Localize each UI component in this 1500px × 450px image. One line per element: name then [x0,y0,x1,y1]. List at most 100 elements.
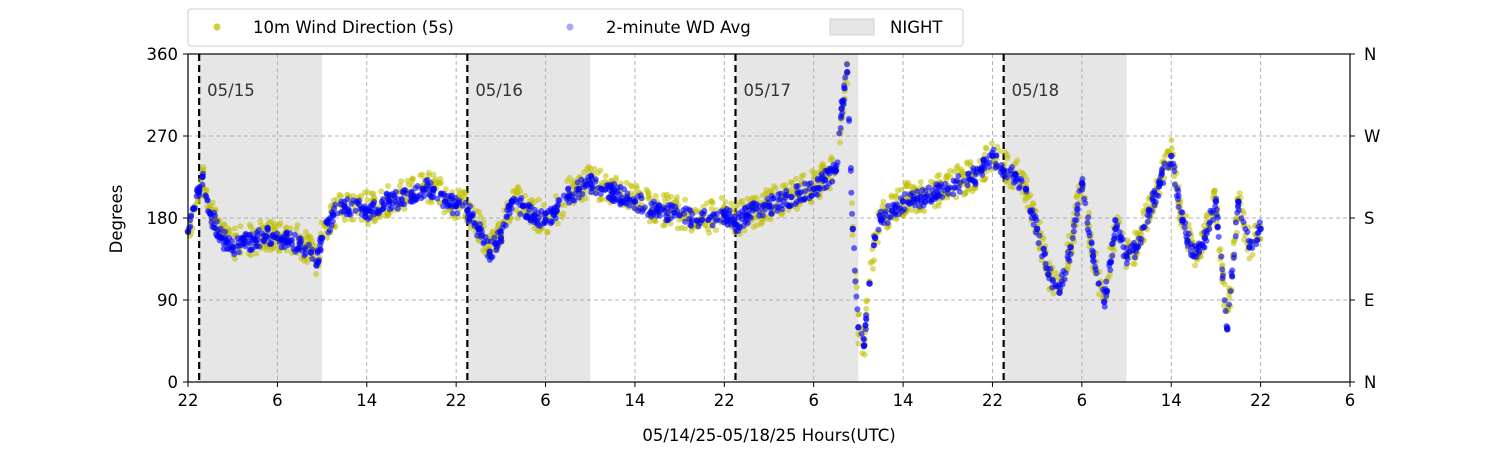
series-1-sample-1120 [279,233,286,240]
series-0-sample-980 [1073,193,1080,200]
series-0-sample-1326 [1023,177,1030,184]
series-1-sample-846 [497,229,504,236]
series-1-sample-1039 [1158,170,1165,177]
series-1-sample-868 [626,202,633,209]
series-1-sample-885 [829,178,836,185]
series-1-sample-1192 [1066,257,1073,264]
series-0-sample-292 [718,194,725,201]
series-1-sample-900 [327,214,334,221]
series-1-sample-766 [816,184,823,191]
x-tick-label-7: 6 [808,391,819,410]
series-1-sample-714 [1231,251,1238,258]
series-1-sample-788 [549,218,556,225]
series-1-point-53 [849,225,856,233]
series-0-sample-1319 [203,186,210,193]
series-1-sample-758 [348,200,355,207]
series-1-sample-850 [910,196,917,203]
series-1-sample-1101 [1214,224,1221,231]
series-1-point-52 [844,69,851,76]
series-1-sample-455 [412,185,419,192]
series-0-sample-814 [704,225,711,232]
series-1-sample-667 [1042,260,1049,267]
series-1-sample-1103 [567,191,574,198]
series-1-sample-1064 [1213,195,1220,202]
series-1-sample-1169 [199,170,206,177]
series-1-sample-1163 [255,227,262,234]
series-0-sample-1019 [661,196,668,203]
series-1-sample-328 [1221,297,1228,304]
series-0-sample-1328 [514,184,521,191]
legend-label-0: 10m Wind Direction (5s) [253,18,454,37]
series-1-sample-1186 [753,201,760,208]
series-1-sample-800 [863,316,870,323]
series-1-sample-1017 [565,185,572,192]
x-tick-label-5: 14 [624,391,645,410]
series-1-sample-1121 [242,231,249,238]
series-0-sample-1318 [1027,192,1034,199]
series-0-sample-856 [489,228,496,235]
series-1-sample-844 [654,206,661,213]
series-1-sample-538 [517,210,524,217]
series-0-sample-1361 [1019,171,1026,178]
series-0-sample-1269 [1142,202,1149,209]
series-1-sample-1063 [479,232,486,239]
series-1-sample-884 [993,152,1000,159]
series-1-sample-894 [1181,224,1188,231]
series-1-sample-688 [1256,219,1263,226]
series-1-sample-265 [1215,233,1222,240]
legend: 10m Wind Direction (5s) 2-minute WD Avg NI… [187,8,964,47]
series-0-sample-1359 [908,207,915,214]
series-1-sample-261 [1074,210,1081,217]
series-1-sample-1153 [970,167,977,174]
series-1-sample-628 [592,178,599,185]
series-0-sample-1103 [200,164,207,171]
series-0-sample-789 [931,203,938,210]
day-marker-label-2: 05/17 [743,81,791,100]
series-1-sample-1197 [919,186,926,193]
series-1-sample-37 [593,190,600,197]
x-tick-label-2: 14 [356,391,377,410]
series-1-sample-363 [695,223,702,230]
series-1-point-81 [1168,152,1175,160]
series-1-sample-991 [264,224,271,231]
series-1-sample-876 [624,193,631,200]
series-0-sample-873 [237,223,244,230]
series-1-sample-1117 [1153,192,1160,199]
series-1-sample-1008 [1234,203,1241,210]
series-1-sample-866 [635,193,642,200]
series-0-sample-78 [554,220,561,227]
series-0-sample-1395 [905,180,912,187]
series-0-sample-827 [477,213,484,220]
series-1-sample-622 [354,200,361,207]
series-0-sample-1195 [738,198,745,205]
series-1-sample-973 [337,201,344,208]
series-1-sample-701 [370,211,377,218]
y2-tick-label-0: N [1364,373,1376,392]
x-tick-label-0: 22 [178,391,199,410]
series-1-sample-874 [278,244,285,251]
x-tick-label-4: 6 [540,391,551,410]
series-1-sample-1094 [793,198,800,205]
series-0-sample-1069 [794,206,801,213]
series-1-sample-1013 [957,179,964,186]
series-0-sample-1327 [1249,251,1256,258]
series-1-sample-1196 [668,207,675,214]
series-1-sample-85 [875,226,882,233]
legend-label-1: 2-minute WD Avg [606,18,751,37]
series-1-sample-517 [1144,218,1151,225]
series-0-sample-1169 [1221,281,1228,288]
series-1-sample-1072 [590,185,597,192]
series-0-sample-1375 [398,178,405,185]
series-1-sample-1020 [1108,259,1115,266]
series-1-sample-1132 [936,183,943,190]
series-1-sample-922 [1171,168,1178,175]
series-1-sample-738 [204,196,211,203]
series-0-sample-1126 [1030,201,1037,208]
series-0-sample-939 [767,216,774,223]
series-1-sample-311 [1255,223,1262,230]
series-1-sample-1119 [210,209,217,216]
series-0-sample-1393 [1022,195,1029,202]
series-1-sample-396 [1253,237,1260,244]
series-1-sample-1136 [492,240,499,247]
series-1-sample-1173 [844,61,851,68]
